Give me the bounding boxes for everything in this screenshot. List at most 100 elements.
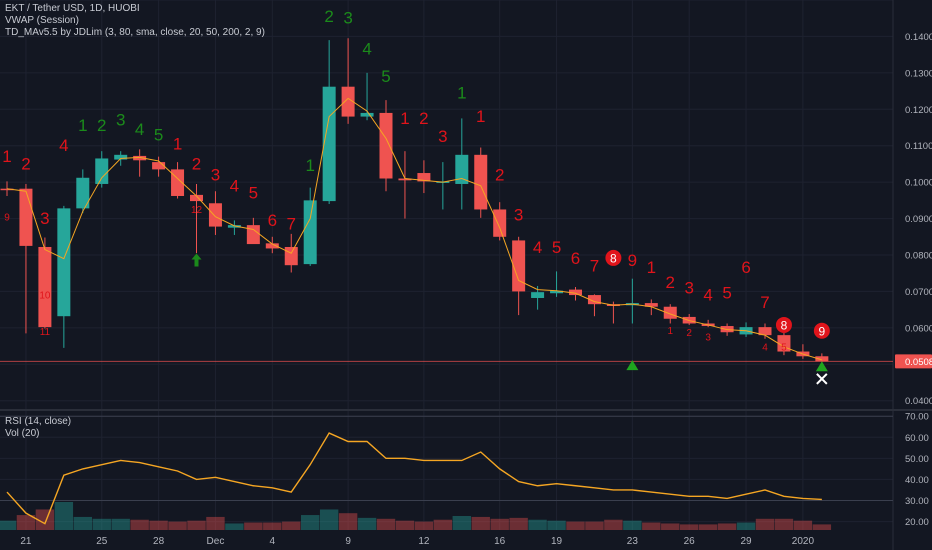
volume-bar [661, 523, 680, 530]
lower-legend: RSI (14, close) Vol (20) [5, 416, 71, 440]
td-count-label: 5 [722, 284, 731, 303]
volume-bar [282, 521, 301, 530]
td-setup-label: 2 [686, 328, 692, 339]
candle-body [455, 154, 469, 184]
td-count-label: 3 [211, 165, 220, 184]
candle-body [152, 162, 166, 170]
candle-body [417, 173, 431, 182]
price-axis-label: 0.0800 [905, 251, 932, 262]
volume-bar [490, 518, 509, 530]
vwap-legend[interactable]: VWAP (Session) [5, 15, 79, 26]
candle-body [57, 208, 71, 317]
td-count-label: 5 [249, 184, 258, 203]
volume-bar [604, 519, 623, 530]
rsi-axis-label: 70.00 [905, 412, 929, 423]
volume-bar [54, 502, 74, 530]
td-count-label: 2 [21, 154, 30, 173]
volume-bar [111, 518, 130, 530]
price-axis-label: 0.1200 [905, 105, 932, 116]
td-count-label: 1 [2, 147, 11, 166]
candle-body [114, 154, 128, 160]
price-axis-label: 0.1100 [905, 141, 932, 152]
candle-body [265, 243, 279, 249]
candle-body [95, 158, 109, 184]
candle-body [720, 326, 734, 333]
x-axis-label: 19 [551, 536, 563, 547]
volume-bar [263, 522, 282, 530]
volume-bar [168, 521, 187, 530]
volume-bar [0, 520, 17, 530]
volume-bar [149, 520, 168, 530]
x-axis-label: 25 [96, 536, 108, 547]
volume-bar [225, 523, 244, 530]
td-setup-label: 9 [4, 212, 10, 223]
volume-legend[interactable]: Vol (20) [5, 428, 40, 439]
td-count-label: 4 [135, 120, 144, 139]
volume-bar [414, 521, 434, 530]
td-ma-legend[interactable]: TD_MAv5.5 by JDLim (3, 80, sma, close, 2… [5, 27, 265, 38]
price-axis-label: 0.0900 [905, 214, 932, 225]
x-axis-label: 23 [627, 536, 639, 547]
buy-triangle-icon [815, 361, 828, 372]
td-signal-circle [775, 316, 792, 333]
candle-body [38, 246, 52, 328]
rsi-axis-label: 20.00 [905, 517, 929, 528]
td-count-label: 6 [741, 258, 750, 277]
td-count-label: 3 [343, 9, 352, 28]
volume-bar [547, 520, 566, 530]
price-axis-label: 0.1400 [905, 32, 932, 43]
volume-bar [812, 524, 832, 530]
candle-body [0, 188, 14, 191]
volume-bar [244, 522, 263, 530]
candle-body [512, 240, 526, 292]
td-count-label: 1 [476, 107, 485, 126]
volume-bar [338, 513, 358, 530]
td-setup-label: 12 [191, 205, 203, 216]
volume-bar [680, 524, 699, 530]
candle-body [569, 289, 582, 296]
x-axis-label: Dec [207, 536, 225, 547]
td-setup-label: 4 [762, 342, 768, 353]
td-setup-label: 11 [40, 327, 51, 338]
td-count-label: 4 [59, 136, 68, 155]
td-count-label: 1 [457, 83, 466, 102]
candle-body [246, 225, 260, 245]
td-count-label: 3 [514, 205, 523, 224]
volume-bar [376, 518, 396, 530]
candle-body [663, 306, 677, 319]
volume-bar [130, 519, 149, 530]
td-signal-circle [813, 322, 830, 339]
rsi-axis-label: 30.00 [905, 496, 929, 507]
td-count-label: 4 [230, 176, 239, 195]
td-count-label: 3 [40, 209, 49, 228]
candle-body [76, 177, 90, 209]
candle-body [815, 356, 829, 362]
candle-body [227, 225, 241, 228]
x-axis-label: 29 [740, 536, 752, 547]
volume-bar [357, 517, 377, 530]
volume-bar [187, 520, 206, 530]
td-count-label: 2 [192, 154, 201, 173]
x-axis-label: 4 [270, 536, 276, 547]
td-setup-label: 1 [667, 326, 673, 337]
rsi-legend[interactable]: RSI (14, close) [5, 416, 72, 427]
price-axis-label: 0.1300 [905, 68, 932, 79]
price-axis-label: 0.0400 [905, 396, 932, 407]
td-count-label: 3 [438, 127, 447, 146]
x-axis-label: 2020 [792, 536, 815, 547]
volume-bar [433, 519, 453, 530]
main-legend: EKT / Tether USD, 1D, HUOBI VWAP (Sessio… [5, 3, 265, 39]
symbol-title[interactable]: EKT / Tether USD, 1D, HUOBI [5, 3, 140, 14]
x-axis-label: 21 [20, 536, 32, 547]
td-count-label: 3 [684, 278, 693, 297]
td-count-label: 1 [400, 109, 409, 128]
close-marker-icon [816, 373, 828, 385]
td-count-label: 3 [116, 111, 125, 130]
td-count-label: 5 [552, 238, 561, 257]
rsi-axis-label: 50.00 [905, 454, 929, 465]
td-count-label: 1 [305, 156, 314, 175]
candle-body [379, 112, 393, 179]
volume-bar [528, 519, 547, 530]
